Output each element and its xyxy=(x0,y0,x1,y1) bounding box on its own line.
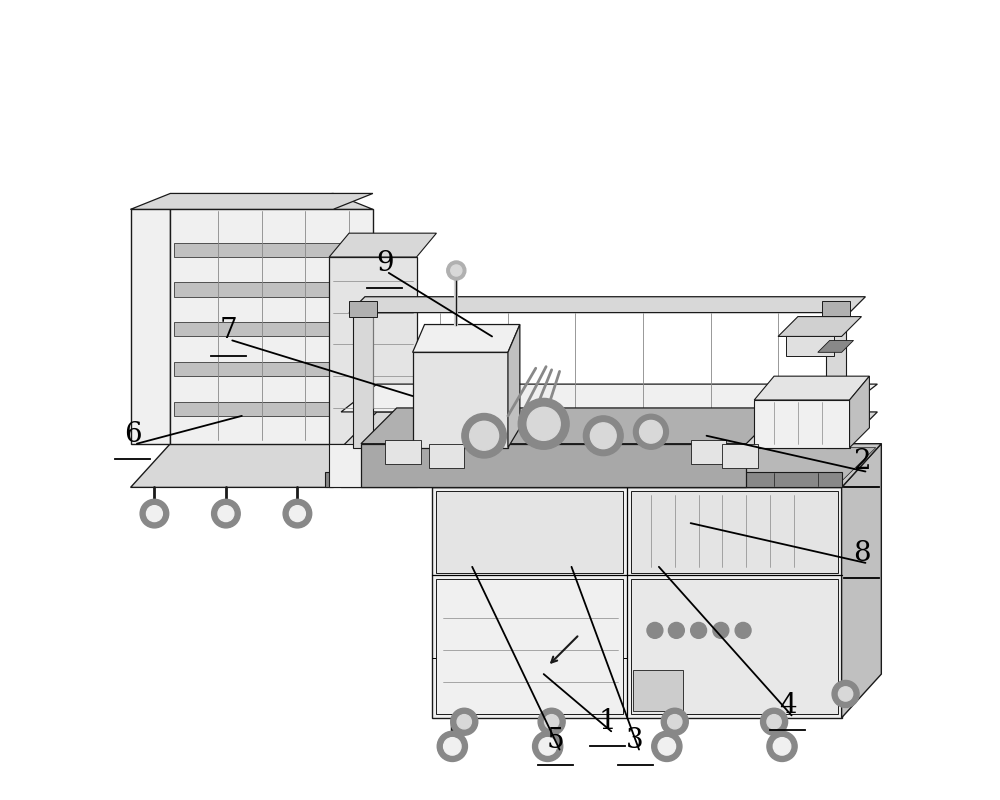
Circle shape xyxy=(832,681,859,707)
Polygon shape xyxy=(633,670,683,711)
Polygon shape xyxy=(361,444,746,487)
Polygon shape xyxy=(822,301,850,317)
Circle shape xyxy=(661,708,688,735)
Circle shape xyxy=(583,416,623,456)
Circle shape xyxy=(538,708,565,735)
Text: 9: 9 xyxy=(376,250,394,277)
Circle shape xyxy=(668,714,682,729)
Circle shape xyxy=(539,738,556,755)
Polygon shape xyxy=(325,471,842,487)
Polygon shape xyxy=(353,313,373,448)
Circle shape xyxy=(527,407,560,440)
Circle shape xyxy=(218,506,234,522)
Polygon shape xyxy=(345,448,876,485)
Polygon shape xyxy=(436,578,623,714)
Polygon shape xyxy=(174,362,369,376)
Polygon shape xyxy=(131,194,373,210)
Polygon shape xyxy=(432,444,881,487)
Circle shape xyxy=(283,499,312,528)
Polygon shape xyxy=(428,444,464,467)
Polygon shape xyxy=(329,233,436,257)
Circle shape xyxy=(447,261,466,280)
Polygon shape xyxy=(778,317,861,337)
Circle shape xyxy=(544,714,559,729)
Text: 8: 8 xyxy=(853,540,870,567)
Polygon shape xyxy=(631,491,838,573)
Polygon shape xyxy=(786,337,834,356)
Circle shape xyxy=(647,622,663,638)
Polygon shape xyxy=(349,297,865,313)
Circle shape xyxy=(212,499,240,528)
Circle shape xyxy=(533,731,563,762)
Circle shape xyxy=(640,421,662,443)
Circle shape xyxy=(691,622,707,638)
Circle shape xyxy=(470,422,499,450)
Circle shape xyxy=(462,414,506,458)
Text: 3: 3 xyxy=(626,726,644,754)
Polygon shape xyxy=(361,408,782,444)
Text: 7: 7 xyxy=(219,318,237,344)
Polygon shape xyxy=(432,487,842,718)
Polygon shape xyxy=(341,412,877,448)
Circle shape xyxy=(437,731,467,762)
Text: 4: 4 xyxy=(779,692,796,719)
Polygon shape xyxy=(754,400,850,448)
Polygon shape xyxy=(131,194,373,210)
Circle shape xyxy=(590,423,616,449)
Polygon shape xyxy=(385,440,421,463)
Polygon shape xyxy=(850,376,869,448)
Polygon shape xyxy=(341,384,877,412)
Polygon shape xyxy=(329,257,417,444)
Circle shape xyxy=(518,398,569,450)
Circle shape xyxy=(652,731,682,762)
Circle shape xyxy=(457,714,471,729)
Text: 1: 1 xyxy=(598,708,616,735)
Polygon shape xyxy=(131,210,170,444)
Circle shape xyxy=(451,265,462,276)
Circle shape xyxy=(713,622,729,638)
Circle shape xyxy=(451,708,478,735)
Polygon shape xyxy=(508,325,520,448)
Polygon shape xyxy=(826,313,846,448)
Polygon shape xyxy=(174,282,369,297)
Circle shape xyxy=(838,686,853,701)
Circle shape xyxy=(761,708,788,735)
Text: 6: 6 xyxy=(124,421,142,448)
Circle shape xyxy=(140,499,169,528)
Polygon shape xyxy=(341,444,881,487)
Circle shape xyxy=(773,738,791,755)
Circle shape xyxy=(444,738,461,755)
Circle shape xyxy=(668,622,684,638)
Polygon shape xyxy=(436,491,623,573)
Polygon shape xyxy=(842,444,881,718)
Polygon shape xyxy=(818,341,854,352)
Circle shape xyxy=(658,738,676,755)
Polygon shape xyxy=(413,325,520,352)
Polygon shape xyxy=(170,210,373,444)
Circle shape xyxy=(146,506,162,522)
Polygon shape xyxy=(349,301,377,317)
Polygon shape xyxy=(329,444,417,487)
Polygon shape xyxy=(691,440,726,463)
Text: 2: 2 xyxy=(853,449,870,475)
Polygon shape xyxy=(174,322,369,337)
Text: 5: 5 xyxy=(547,726,564,754)
Polygon shape xyxy=(631,578,838,714)
Polygon shape xyxy=(174,402,369,416)
Circle shape xyxy=(767,714,781,729)
Polygon shape xyxy=(131,444,373,487)
Polygon shape xyxy=(754,376,869,400)
Circle shape xyxy=(289,506,305,522)
Polygon shape xyxy=(722,444,758,467)
Circle shape xyxy=(735,622,751,638)
Polygon shape xyxy=(413,352,508,448)
Polygon shape xyxy=(174,242,369,257)
Circle shape xyxy=(767,731,797,762)
Circle shape xyxy=(633,414,668,450)
